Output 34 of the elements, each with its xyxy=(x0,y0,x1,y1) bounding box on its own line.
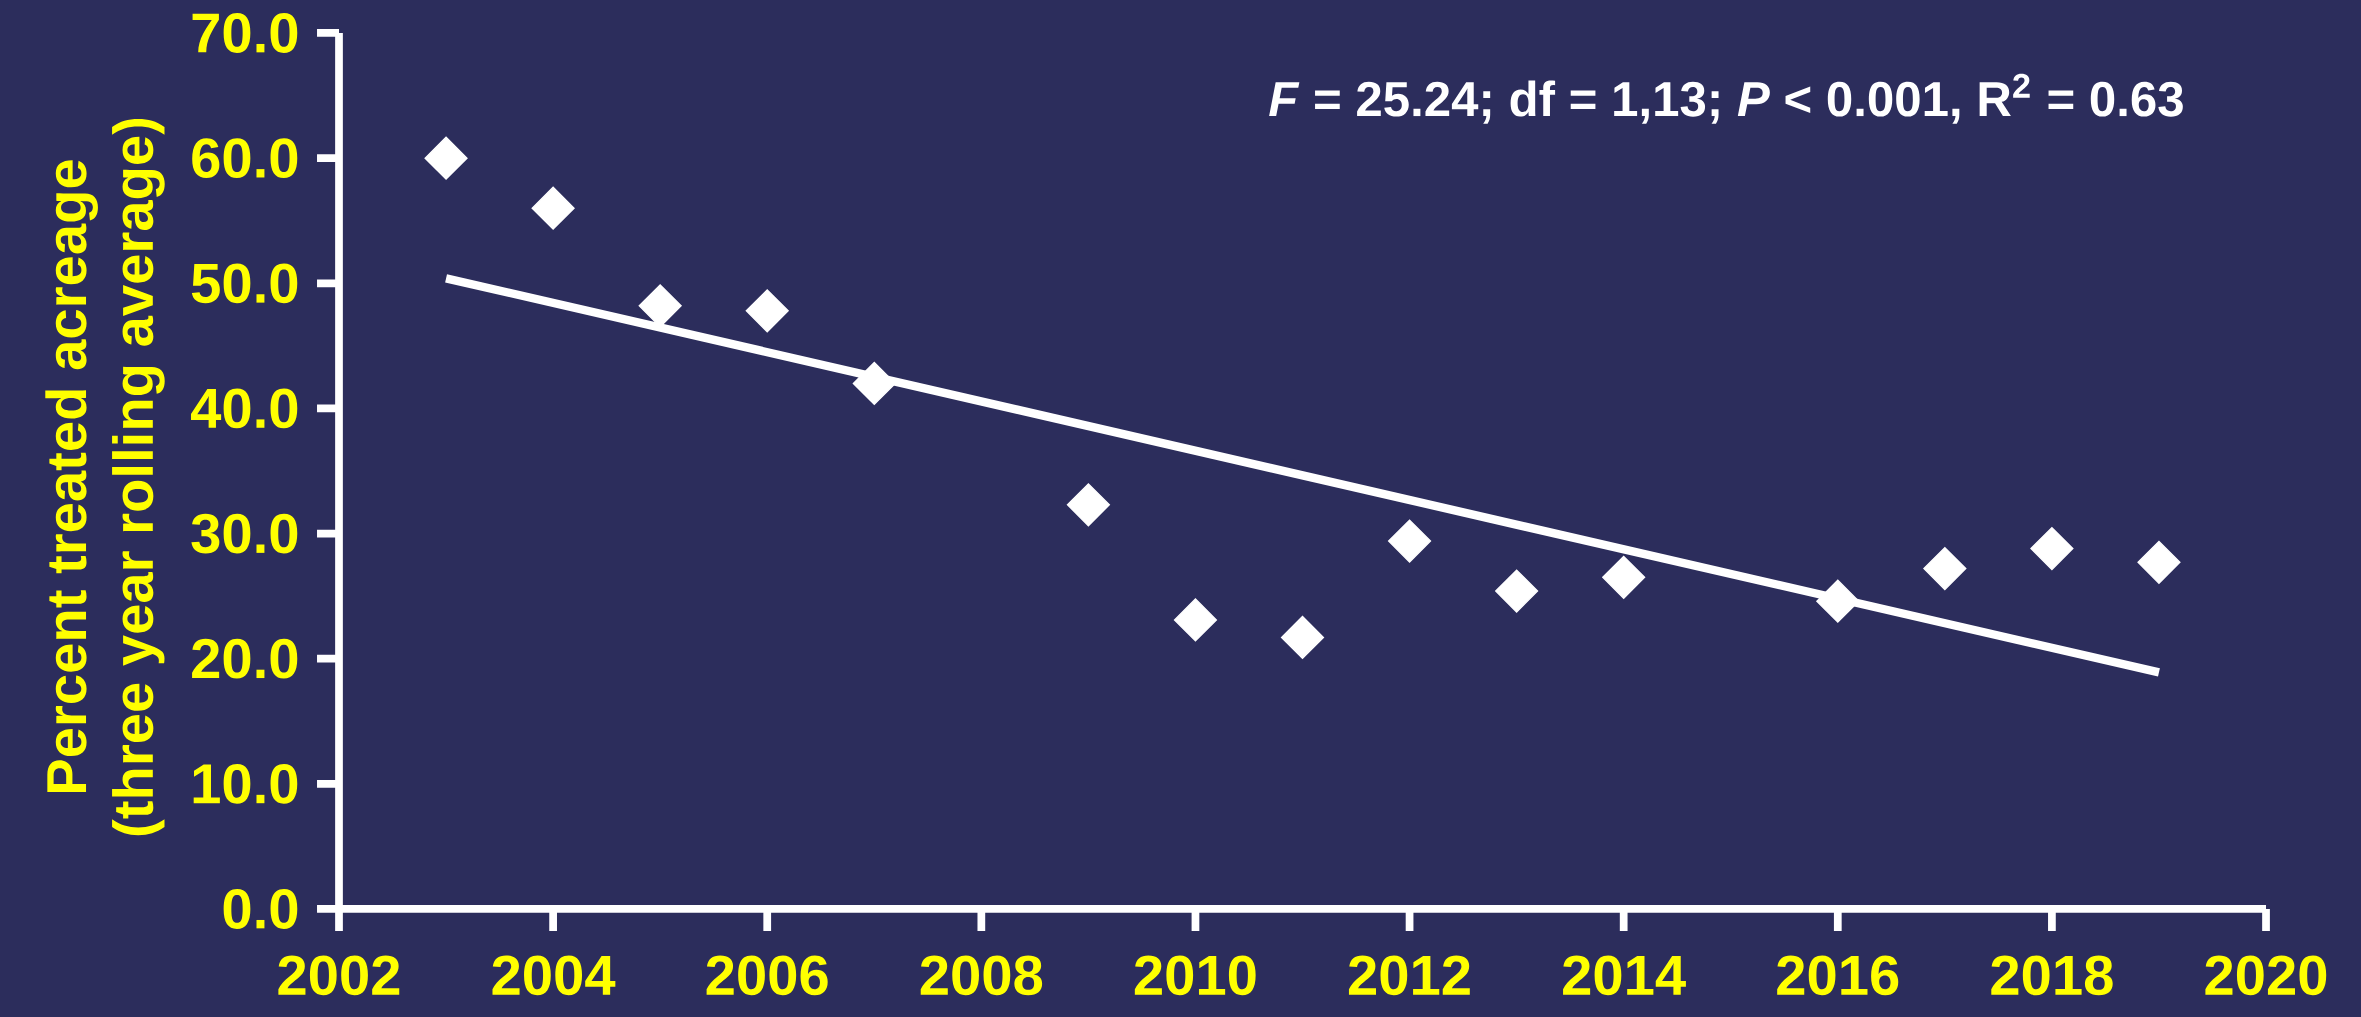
point xyxy=(1816,579,1860,623)
point xyxy=(745,289,789,333)
point xyxy=(424,136,468,180)
x-tick-label: 2002 xyxy=(278,955,400,996)
x-tick-label: 2018 xyxy=(1991,955,2113,996)
point xyxy=(852,361,896,405)
y-tick-label: 0.0 xyxy=(223,889,298,929)
x-tick-label: 2016 xyxy=(1777,955,1899,996)
y-tick-label: 30.0 xyxy=(191,513,298,554)
x-tick-label: 2010 xyxy=(1134,955,1256,996)
point xyxy=(1923,547,1967,591)
x-tick-label: 2006 xyxy=(706,955,828,996)
y-tick-label: 20.0 xyxy=(192,638,298,679)
point xyxy=(1387,519,1432,563)
y-tick-label: 40.0 xyxy=(190,388,298,429)
y-tick-label: 10.0 xyxy=(193,763,298,804)
point xyxy=(2030,526,2074,571)
x-tick-label: 2012 xyxy=(1348,955,1470,996)
annotation: F = 25.24; df = 1,13; P < 0.001, R$^{2}$ = 0.63 xyxy=(1269,73,2183,124)
point xyxy=(1495,569,1539,613)
point xyxy=(2137,540,2181,584)
point xyxy=(1602,555,1646,599)
point xyxy=(1280,615,1325,660)
y-axis-title: Percent treated acreage (three year rolling average) xyxy=(45,118,165,836)
y-tick-label: 70.0 xyxy=(192,13,298,53)
x-tick-label: 2008 xyxy=(920,955,1043,996)
y-tick-label: 50.0 xyxy=(191,263,298,304)
x-tick-label: 2020 xyxy=(2205,955,2327,996)
x-tick-label: 2004 xyxy=(492,955,616,996)
point xyxy=(1066,483,1110,527)
x-tick-label: 2014 xyxy=(1563,955,1686,996)
point xyxy=(1173,598,1218,642)
point xyxy=(531,186,575,230)
y-tick-label: 60.0 xyxy=(192,138,298,179)
